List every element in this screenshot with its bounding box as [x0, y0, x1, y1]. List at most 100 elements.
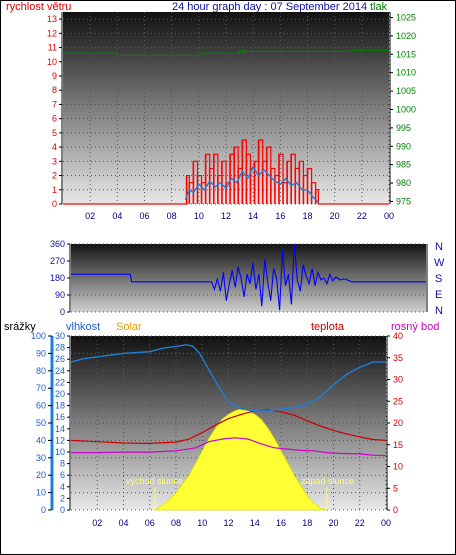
direction-tick-label: 180 — [50, 273, 65, 283]
rain-tick-label: 0 — [41, 505, 46, 515]
rain-tick-label: 20 — [36, 470, 46, 480]
pressure-right-tick-label: 1025 — [396, 13, 416, 23]
wind-left-tick-label: 7 — [52, 99, 57, 109]
wind-x-tick-label: 10 — [194, 211, 204, 221]
solar-legend-label: Solar — [116, 321, 142, 333]
pressure-right-tick-label: 990 — [396, 141, 411, 151]
pressure-right-tick-label: 1020 — [396, 31, 416, 41]
pressure-right-tick-label: 980 — [396, 178, 411, 188]
wind-left-tick-label: 2 — [52, 171, 57, 181]
wind-direction-line — [71, 243, 426, 311]
wind-speed-axis-label: rychlost větru — [6, 1, 71, 13]
wind-x-tick-label: 16 — [275, 211, 285, 221]
humidity-tick-label: 4 — [60, 482, 65, 492]
humidity-tick-label: 24 — [55, 366, 65, 376]
dewpoint-line — [71, 437, 387, 457]
temperature-tick-label: 5 — [393, 483, 398, 493]
wind-pressure-panel: 02 04 06 08 10 12 14 16 18 20 22 000123456789101112… — [47, 12, 416, 221]
direction-tick-label: 270 — [50, 256, 65, 266]
temperature-tick-label: 20 — [393, 418, 403, 428]
humidity-x-tick-label: 06 — [145, 518, 155, 528]
humidity-tick-label: 14 — [55, 424, 65, 434]
rain-tick-label: 30 — [36, 453, 46, 463]
wind-left-tick-label: 12 — [47, 28, 57, 38]
humidity-x-tick-label: 02 — [92, 518, 102, 528]
rain-axis-label: srážky — [4, 321, 36, 333]
direction-label-n-top: N — [435, 241, 443, 253]
solar-area — [153, 408, 328, 511]
temperature-axis-label: teplota — [311, 321, 345, 333]
wind-left-tick-label: 6 — [52, 114, 57, 124]
rain-tick-label: 40 — [36, 435, 46, 445]
rain-tick-label: 70 — [36, 383, 46, 393]
direction-label-n-bottom: N — [435, 305, 443, 317]
sunrise-label: východ slunce — [126, 476, 183, 486]
sunset-label: západ slunce — [301, 476, 354, 486]
humidity-x-tick-label: 16 — [276, 518, 286, 528]
humidity-tick-label: 30 — [55, 331, 65, 341]
humidity-x-tick-label: 08 — [171, 518, 181, 528]
direction-label-w: W — [434, 257, 445, 269]
wind-left-tick-label: 0 — [52, 199, 57, 209]
wind-x-tick-label: 22 — [357, 211, 367, 221]
humidity-tick-label: 6 — [60, 470, 65, 480]
humidity-tick-label: 26 — [55, 354, 65, 364]
direction-label-e: E — [435, 289, 442, 301]
humidity-tick-label: 28 — [55, 343, 65, 353]
pressure-right-tick-label: 1015 — [396, 49, 416, 59]
temperature-tick-label: 40 — [393, 331, 403, 341]
wind-x-tick-label: 00 — [384, 211, 394, 221]
humidity-x-tick-label: 18 — [302, 518, 312, 528]
humidity-tick-label: 20 — [55, 389, 65, 399]
humidity-x-tick-label: 12 — [223, 518, 233, 528]
rain-tick-label: 50 — [36, 418, 46, 428]
pressure-line — [63, 49, 389, 57]
temperature-tick-label: 30 — [393, 375, 403, 385]
pressure-axis-label: tlak — [370, 1, 388, 13]
temperature-tick-label: 25 — [393, 396, 403, 406]
wind-x-tick-label: 18 — [302, 211, 312, 221]
wind-avg-line — [184, 165, 319, 204]
wind-left-tick-label: 8 — [52, 85, 57, 95]
humidity-tick-label: 10 — [55, 447, 65, 457]
humidity-tick-label: 0 — [60, 505, 65, 515]
pressure-right-tick-label: 1010 — [396, 68, 416, 78]
direction-label-s: S — [435, 273, 442, 285]
humidity-x-tick-label: 00 — [381, 518, 391, 528]
wind-left-tick-label: 5 — [52, 128, 57, 138]
humidity-axis-label: vlhkost — [66, 321, 100, 333]
wind-x-tick-label: 08 — [167, 211, 177, 221]
rain-tick-label: 10 — [36, 488, 46, 498]
direction-tick-label: 90 — [55, 290, 65, 300]
humidity-tick-label: 22 — [55, 377, 65, 387]
wind-left-tick-label: 9 — [52, 71, 57, 81]
wind-left-tick-label: 13 — [47, 14, 57, 24]
wind-left-tick-label: 4 — [52, 142, 57, 152]
pressure-right-tick-label: 975 — [396, 196, 411, 206]
wind-left-tick-label: 3 — [52, 156, 57, 166]
wind-x-tick-label: 14 — [248, 211, 258, 221]
humidity-solar-temperature-panel: srážky vlhkost Solar teplota rosný bod 0… — [4, 321, 439, 528]
wind-x-tick-label: 04 — [112, 211, 122, 221]
humidity-x-tick-label: 10 — [197, 518, 207, 528]
pressure-right-tick-label: 985 — [396, 160, 411, 170]
wind-left-tick-label: 10 — [47, 57, 57, 67]
wind-max-line — [63, 139, 389, 205]
temperature-tick-label: 0 — [393, 505, 398, 515]
dewpoint-legend-label: rosný bod — [391, 321, 439, 333]
humidity-line — [70, 343, 386, 412]
direction-tick-label: 0 — [60, 307, 65, 317]
humidity-tick-label: 12 — [55, 435, 65, 445]
wind-left-tick-label: 11 — [48, 43, 57, 53]
humidity-tick-label: 8 — [60, 459, 65, 469]
rain-tick-label: 100 — [31, 331, 46, 341]
chart-title: 24 hour graph day : 07 September 2014 — [172, 1, 367, 13]
humidity-x-tick-label: 20 — [328, 518, 338, 528]
humidity-x-tick-label: 22 — [355, 518, 365, 528]
temperature-tick-label: 35 — [393, 353, 403, 363]
pressure-right-tick-label: 1005 — [396, 86, 416, 96]
rain-tick-label: 60 — [36, 401, 46, 411]
wind-direction-panel: 0 90 180 270 360 N W S E N — [50, 239, 445, 317]
humidity-x-tick-label: 14 — [250, 518, 260, 528]
